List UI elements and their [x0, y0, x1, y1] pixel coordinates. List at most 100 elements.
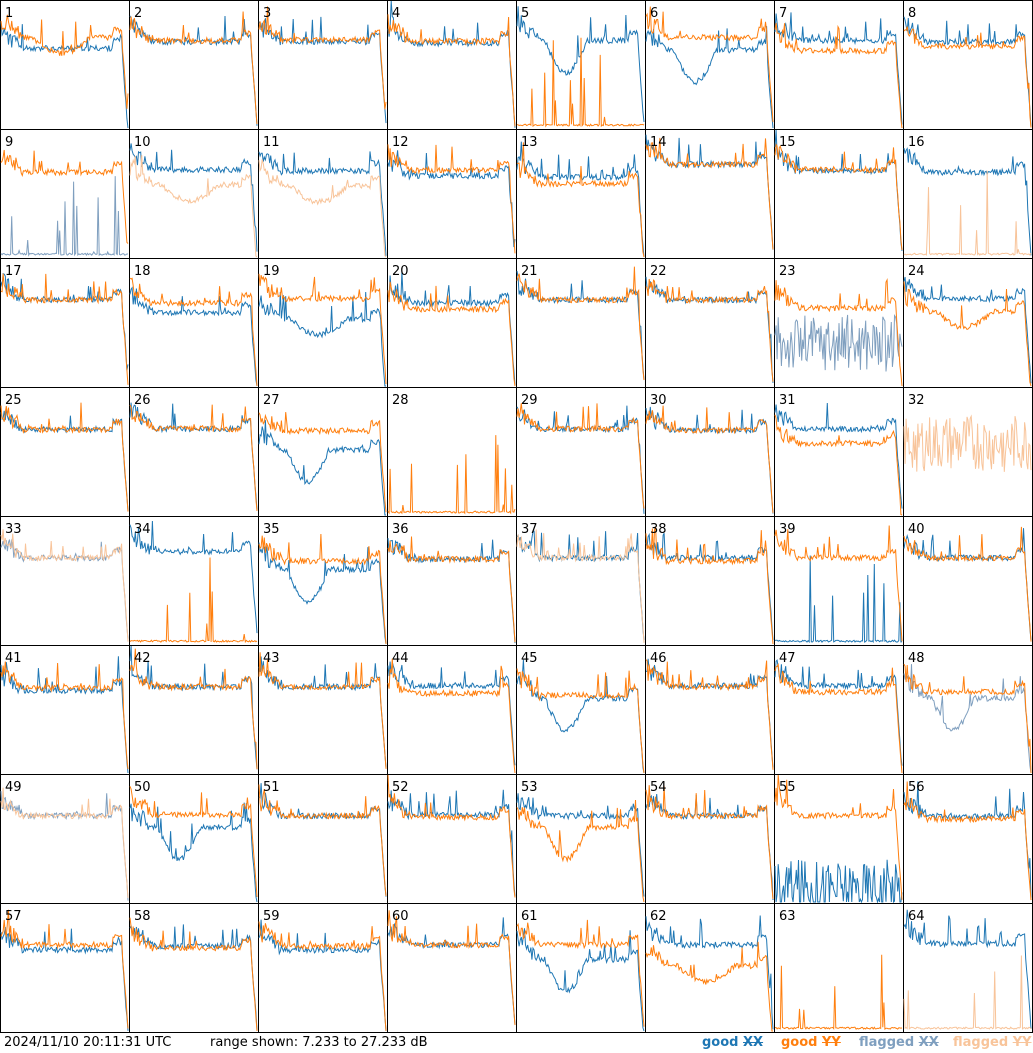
panel-label: 31 — [779, 393, 796, 408]
antenna-panel-10: 10 — [129, 129, 259, 259]
series-good-yy — [774, 277, 903, 387]
series-good-xx — [129, 286, 258, 387]
panel-label: 28 — [392, 393, 409, 408]
series-good-yy — [0, 661, 129, 770]
antenna-panel-34: 34 — [129, 516, 259, 646]
panel-label: 34 — [134, 522, 151, 537]
panel-label: 63 — [779, 909, 796, 924]
panel-frame — [258, 129, 388, 259]
antenna-panel-13: 13 — [516, 129, 646, 259]
panel-frame — [258, 0, 388, 130]
panel-frame — [774, 645, 904, 775]
panel-label: 58 — [134, 909, 151, 924]
panel-frame — [516, 258, 646, 388]
series-good-xx — [903, 16, 1032, 127]
panel-label: 46 — [650, 651, 667, 666]
panel-frame — [387, 774, 517, 904]
series-good-yy — [645, 278, 774, 382]
antenna-panel-32: 32 — [903, 387, 1033, 517]
series-good-yy — [645, 785, 774, 899]
antenna-panel-25: 25 — [0, 387, 130, 517]
antenna-panel-64: 64 — [903, 903, 1033, 1033]
series-good-xx — [774, 12, 903, 125]
series-good-xx — [129, 645, 258, 770]
series-good-xx — [645, 26, 774, 129]
antenna-panel-47: 47 — [774, 645, 904, 775]
antenna-panel-51: 51 — [258, 774, 388, 904]
series-flagged-yy — [903, 955, 1032, 1030]
series-good-yy — [645, 137, 774, 250]
legend-good-yy: good YY — [781, 1035, 841, 1050]
series-flagged-xx — [774, 314, 903, 372]
series-flagged-yy — [129, 155, 258, 258]
panel-frame — [0, 903, 130, 1033]
panel-frame — [129, 129, 259, 259]
series-good-xx — [516, 659, 645, 774]
series-good-xx — [387, 271, 516, 386]
antenna-panel-49: 49 — [0, 774, 130, 904]
antenna-panel-35: 35 — [258, 516, 388, 646]
antenna-panel-55: 55 — [774, 774, 904, 904]
panel-label: 57 — [5, 909, 22, 924]
series-good-xx — [903, 909, 1032, 1029]
series-good-yy — [774, 143, 903, 250]
series-good-xx — [258, 151, 387, 256]
panel-label: 33 — [5, 522, 22, 537]
series-good-yy — [387, 658, 516, 774]
series-good-xx — [774, 402, 903, 509]
series-good-yy — [516, 668, 645, 774]
series-good-yy — [129, 11, 258, 125]
series-good-yy — [258, 652, 387, 769]
series-good-xx — [387, 150, 516, 248]
legend-flagged-xx: flagged XX — [859, 1035, 939, 1050]
antenna-panel-46: 46 — [645, 645, 775, 775]
series-good-yy — [774, 954, 903, 1031]
panel-frame — [0, 774, 130, 904]
series-good-yy — [903, 526, 1032, 642]
panel-frame — [387, 516, 517, 646]
panel-label: 30 — [650, 393, 667, 408]
panel-label: 2 — [134, 6, 142, 21]
series-flagged-xx — [903, 664, 1032, 774]
antenna-panel-21: 21 — [516, 258, 646, 388]
panel-label: 12 — [392, 135, 409, 150]
series-good-xx — [129, 924, 258, 1031]
panel-label: 36 — [392, 522, 409, 537]
panel-label: 38 — [650, 522, 667, 537]
antenna-panel-41: 41 — [0, 645, 130, 775]
panel-label: 23 — [779, 264, 796, 279]
antenna-panel-52: 52 — [387, 774, 517, 904]
antenna-panel-58: 58 — [129, 903, 259, 1033]
antenna-panel-61: 61 — [516, 903, 646, 1033]
panel-frame — [129, 258, 259, 388]
panel-frame — [774, 387, 904, 517]
panel-frame — [774, 129, 904, 259]
series-good-yy — [645, 405, 774, 513]
antenna-panel-62: 62 — [645, 903, 775, 1033]
series-good-xx — [903, 528, 1032, 641]
panel-frame — [774, 516, 904, 646]
panel-frame — [516, 387, 646, 517]
panel-label: 3 — [263, 6, 271, 21]
panel-label: 7 — [779, 6, 787, 21]
series-good-yy — [516, 37, 645, 128]
antenna-panel-60: 60 — [387, 903, 517, 1033]
series-good-yy — [516, 919, 645, 1027]
panel-frame — [0, 0, 130, 130]
series-good-yy — [129, 786, 258, 898]
panel-frame — [774, 258, 904, 388]
panel-label: 10 — [134, 135, 151, 150]
antenna-panel-14: 14 — [645, 129, 775, 259]
series-good-xx — [258, 420, 386, 516]
panel-frame — [0, 387, 130, 517]
series-good-yy — [387, 774, 516, 898]
series-flagged-yy — [258, 159, 387, 258]
panel-label: 35 — [263, 522, 280, 537]
series-good-yy — [645, 941, 773, 1032]
antenna-panel-54: 54 — [645, 774, 775, 904]
antenna-panel-24: 24 — [903, 258, 1033, 388]
series-flagged-yy — [903, 414, 1032, 472]
panel-label: 14 — [650, 135, 667, 150]
antenna-panel-2: 2 — [129, 0, 259, 130]
panel-label: 4 — [392, 6, 400, 21]
